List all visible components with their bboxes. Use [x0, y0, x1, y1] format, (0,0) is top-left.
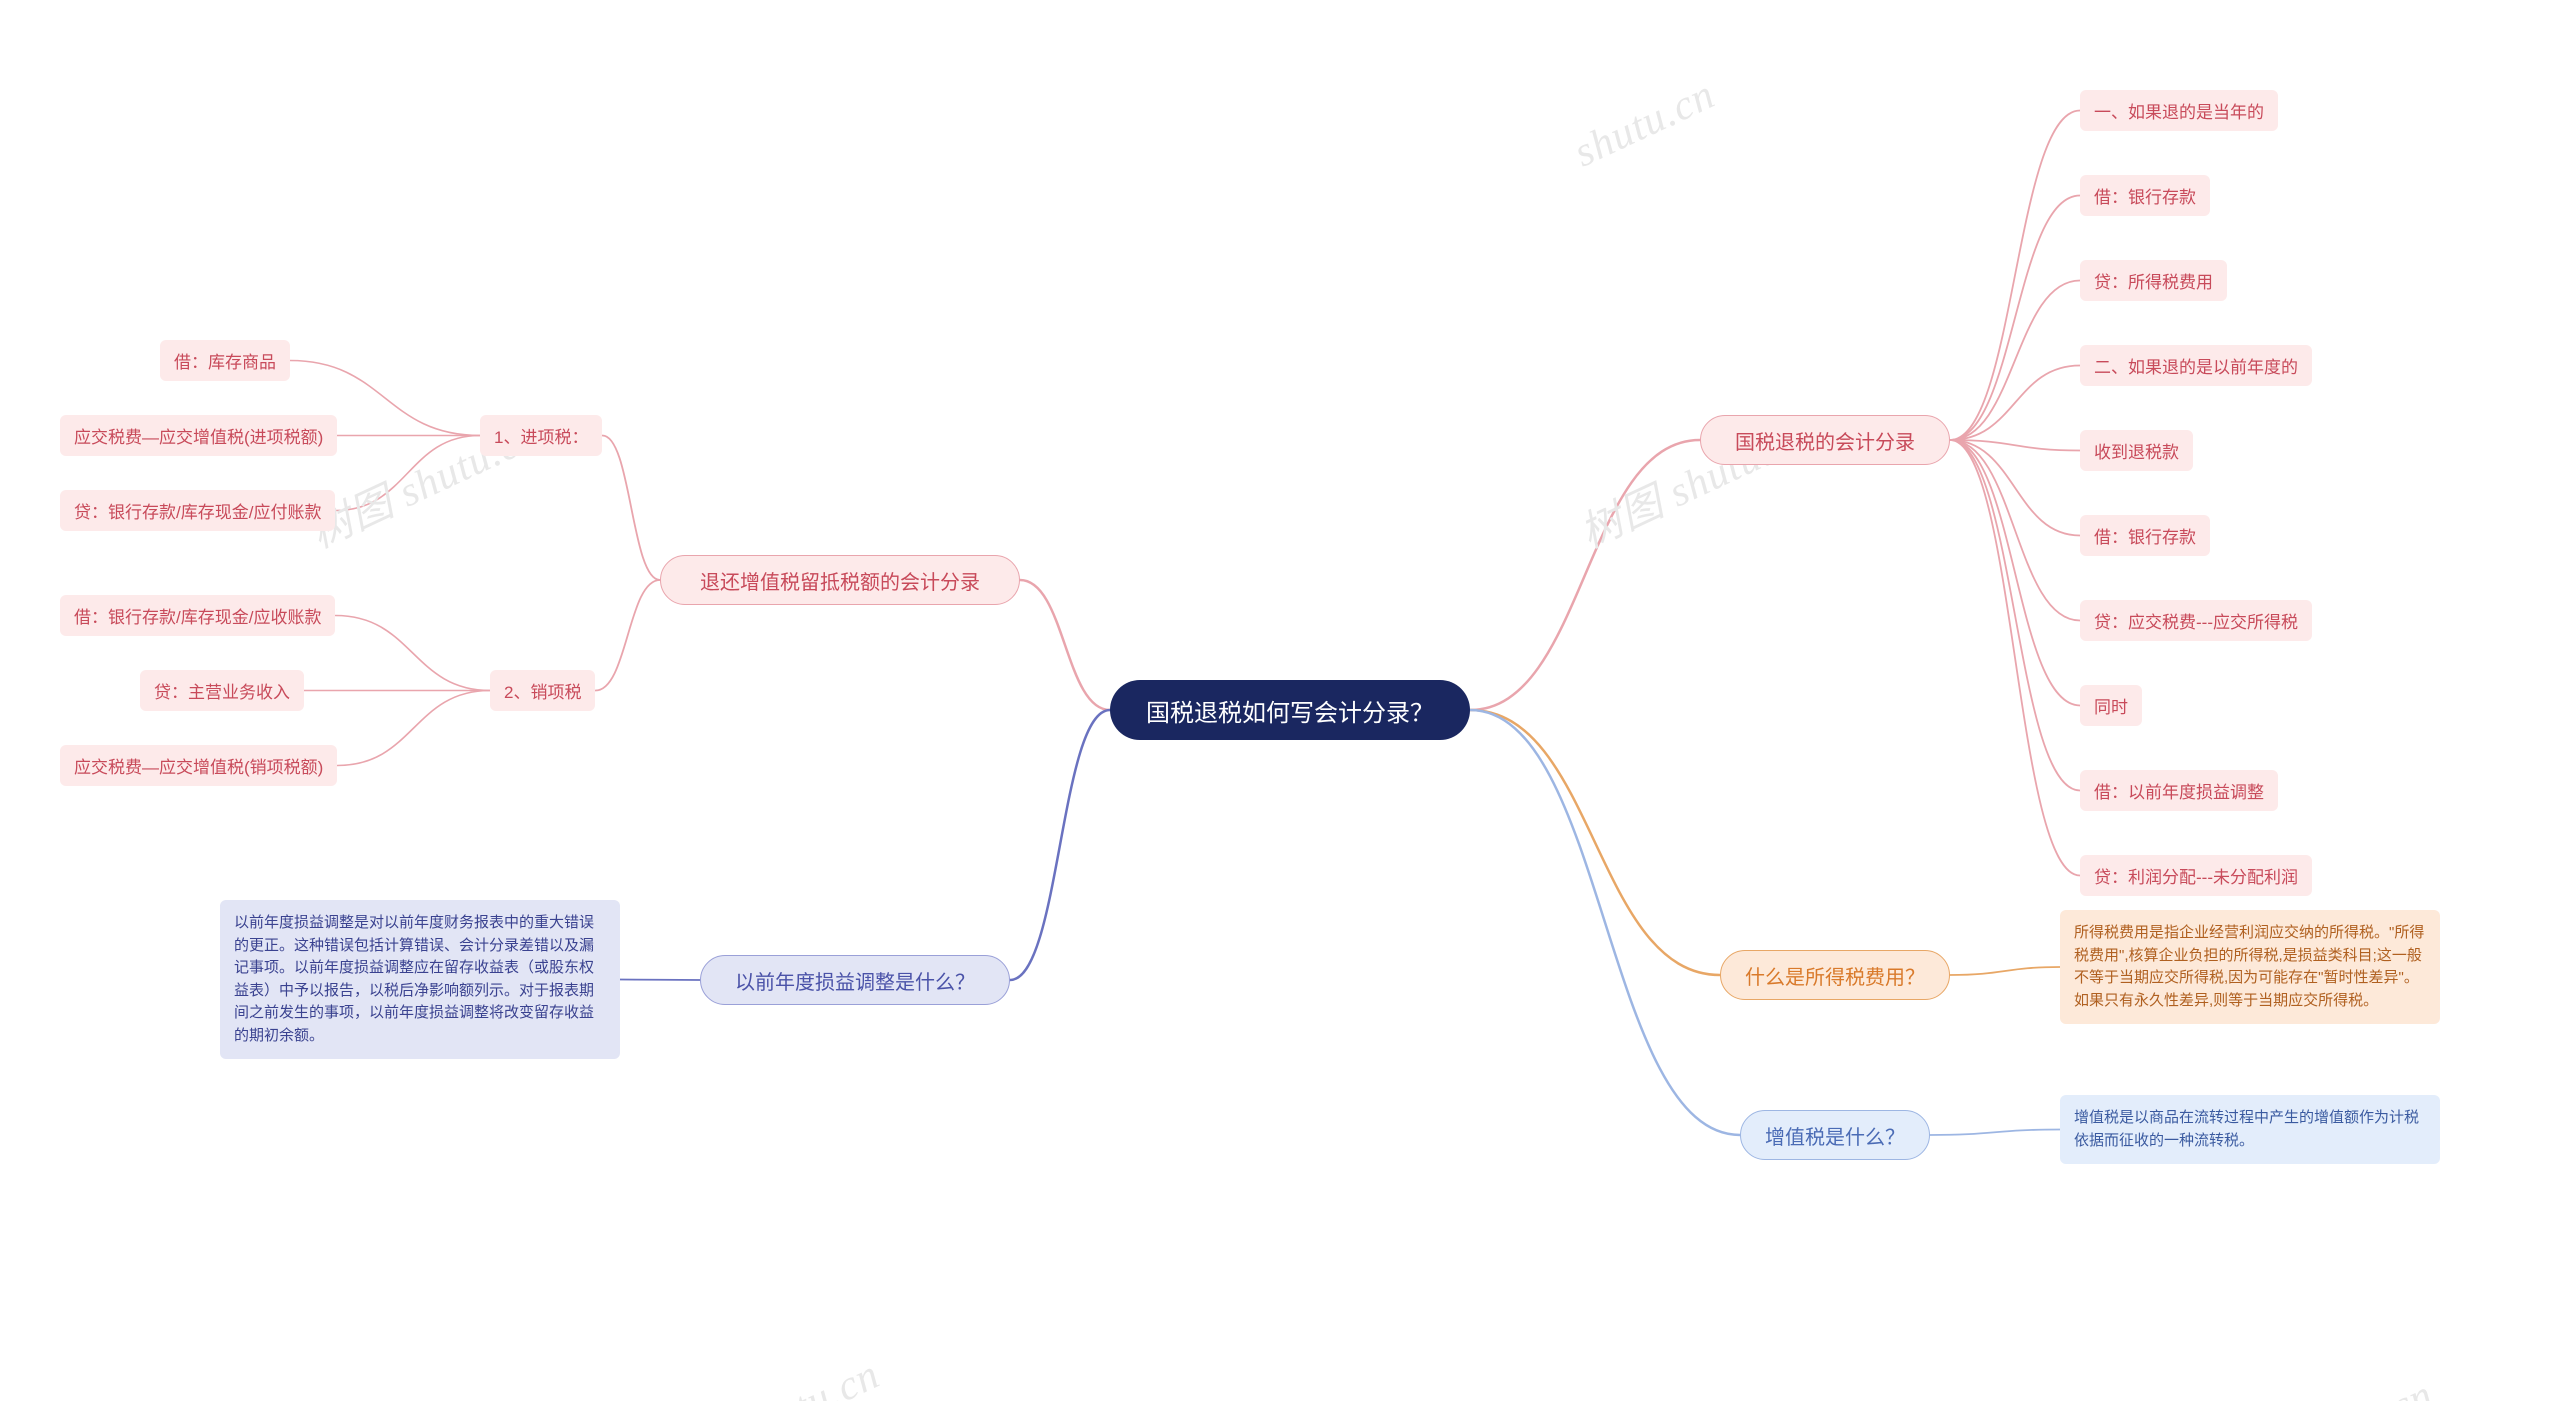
leaf-b2-0: 所得税费用是指企业经营利润应交纳的所得税。"所得税费用",核算企业负担的所得税,…: [2060, 910, 2440, 1024]
sub-b4-1: 2、销项税: [490, 670, 595, 711]
leaf-b1-3: 二、如果退的是以前年度的: [2080, 345, 2312, 386]
sub-b4-0: 1、进项税：: [480, 415, 602, 456]
leaf-b3-0: 增值税是以商品在流转过程中产生的增值额作为计税依据而征收的一种流转税。: [2060, 1095, 2440, 1164]
leaf-b5-0: 以前年度损益调整是对以前年度财务报表中的重大错误的更正。这种错误包括计算错误、会…: [220, 900, 620, 1059]
branch-b4[interactable]: 退还增值税留抵税额的会计分录: [660, 555, 1020, 605]
leaf-b4-0-0: 借：库存商品: [160, 340, 290, 381]
root-node[interactable]: 国税退税如何写会计分录？: [1110, 680, 1470, 740]
branch-b5[interactable]: 以前年度损益调整是什么？: [700, 955, 1010, 1005]
leaf-b1-5: 借：银行存款: [2080, 515, 2210, 556]
branch-b2[interactable]: 什么是所得税费用？: [1720, 950, 1950, 1000]
branch-b3[interactable]: 增值税是什么？: [1740, 1110, 1930, 1160]
leaf-b1-9: 贷：利润分配---未分配利润: [2080, 855, 2312, 896]
leaf-b1-6: 贷：应交税费---应交所得税: [2080, 600, 2312, 641]
leaf-b4-1-2: 应交税费—应交增值税(销项税额): [60, 745, 337, 786]
leaf-b1-0: 一、如果退的是当年的: [2080, 90, 2278, 131]
leaf-b1-8: 借：以前年度损益调整: [2080, 770, 2278, 811]
leaf-b1-7: 同时: [2080, 685, 2142, 726]
leaf-b1-1: 借：银行存款: [2080, 175, 2210, 216]
leaf-b1-2: 贷：所得税费用: [2080, 260, 2227, 301]
leaf-b4-1-0: 借：银行存款/库存现金/应收账款: [60, 595, 335, 636]
leaf-b1-4: 收到退税款: [2080, 430, 2193, 471]
leaf-b4-1-1: 贷：主营业务收入: [140, 670, 304, 711]
leaf-b4-0-2: 贷：银行存款/库存现金/应付账款: [60, 490, 335, 531]
leaf-b4-0-1: 应交税费—应交增值税(进项税额): [60, 415, 337, 456]
branch-b1[interactable]: 国税退税的会计分录: [1700, 415, 1950, 465]
